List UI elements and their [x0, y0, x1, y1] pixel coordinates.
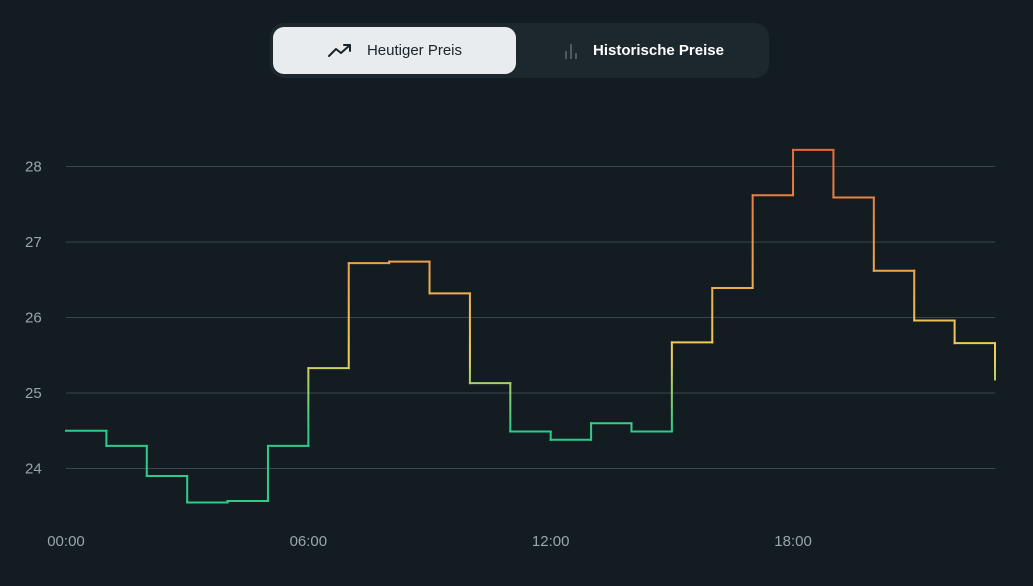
view-toggle: Heutiger Preis Historische Preise [270, 23, 769, 78]
tab-today-price[interactable]: Heutiger Preis [273, 27, 516, 74]
x-tick-label: 06:00 [290, 533, 328, 550]
y-tick-label: 25 [25, 385, 42, 402]
bar-chart-icon [563, 42, 579, 60]
x-tick-label: 12:00 [532, 533, 570, 550]
tab-historical-prices[interactable]: Historische Preise [522, 27, 765, 74]
y-tick-label: 26 [25, 310, 42, 327]
tab-historical-label: Historische Preise [593, 42, 724, 59]
x-tick-label: 18:00 [774, 533, 812, 550]
trending-up-icon [327, 42, 353, 60]
tab-today-label: Heutiger Preis [366, 42, 463, 59]
y-tick-label: 24 [25, 461, 42, 478]
y-tick-label: 27 [25, 234, 42, 251]
x-tick-label: 00:00 [47, 533, 85, 550]
y-tick-label: 28 [25, 159, 42, 176]
